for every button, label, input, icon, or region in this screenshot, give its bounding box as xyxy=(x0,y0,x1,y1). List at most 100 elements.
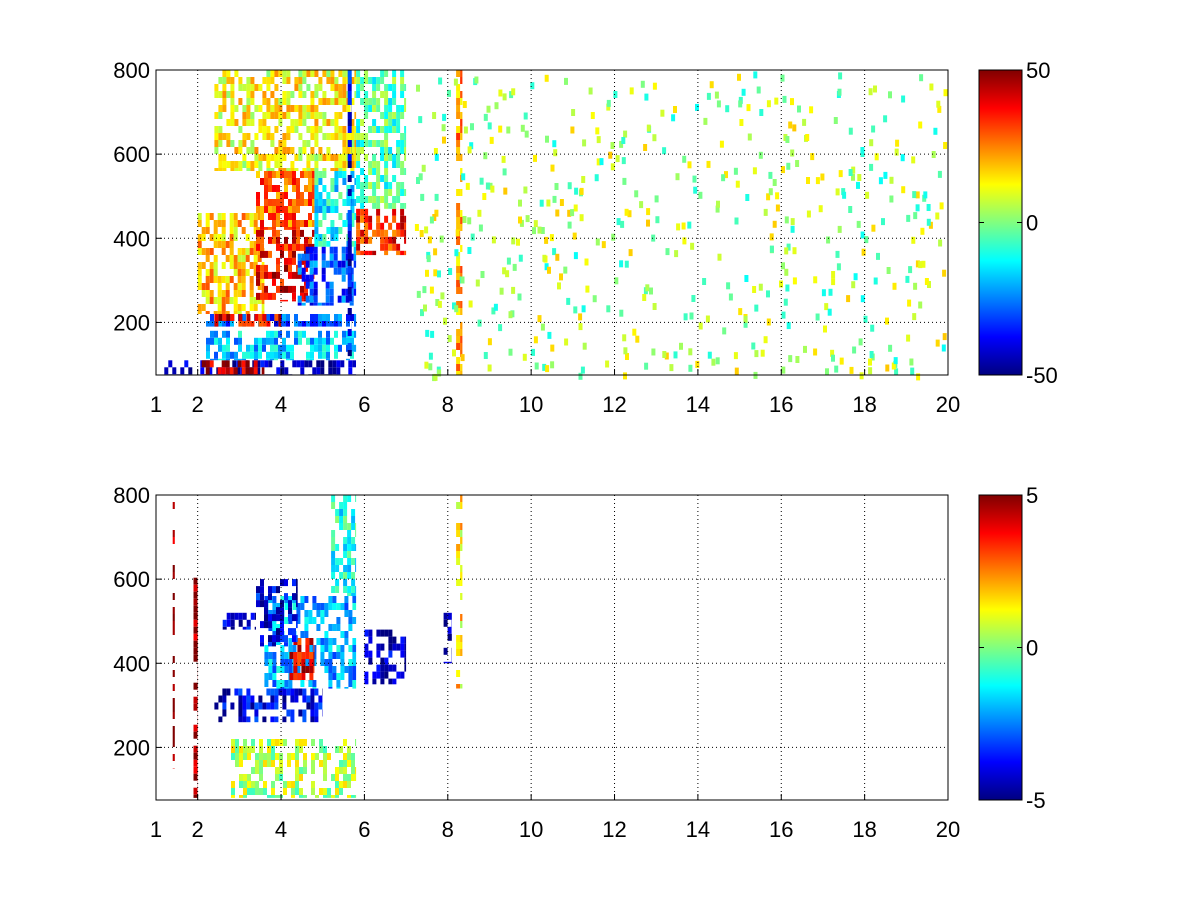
heatmap-cell xyxy=(310,168,315,171)
heatmap-cell xyxy=(238,619,243,627)
heatmap-cell xyxy=(255,767,259,774)
heatmap-cell xyxy=(454,249,459,257)
heatmap-cell xyxy=(254,161,259,168)
heatmap-cell xyxy=(201,290,206,297)
heatmap-cell xyxy=(673,351,678,359)
heatmap-cell xyxy=(298,119,303,126)
heatmap-cell xyxy=(360,229,365,237)
heatmap-cell xyxy=(883,171,888,179)
heatmap-cell xyxy=(351,558,356,565)
heatmap-cell xyxy=(330,154,335,161)
heatmap-cell xyxy=(226,688,231,696)
heatmap-cell xyxy=(288,199,292,206)
heatmap-cell xyxy=(290,126,295,133)
heatmap-cell xyxy=(349,302,354,306)
heatmap-cell xyxy=(456,684,461,689)
heatmap-cell xyxy=(380,112,385,119)
heatmap-cell xyxy=(674,250,679,258)
heatmap-cell xyxy=(264,250,268,258)
heatmap-cell xyxy=(309,673,314,680)
heatmap-cell xyxy=(284,680,289,687)
heatmap-cell xyxy=(234,358,238,361)
heatmap-cell xyxy=(860,295,865,303)
heatmap-cell xyxy=(304,617,309,624)
heatmap-cell xyxy=(258,119,263,126)
heatmap-cell xyxy=(246,112,251,119)
heatmap-cell xyxy=(230,619,235,627)
heatmap-cell xyxy=(267,795,271,798)
heatmap-cell xyxy=(384,243,389,251)
heatmap-cell xyxy=(274,70,279,77)
heatmap-cell xyxy=(230,119,235,126)
heatmap-cell xyxy=(314,702,319,710)
heatmap-cell xyxy=(851,173,855,181)
colorbar-tick-label: 50 xyxy=(1026,58,1050,83)
heatmap-cell xyxy=(297,659,302,666)
heatmap-cell xyxy=(284,299,288,302)
heatmap-cell xyxy=(392,643,397,651)
heatmap-cell xyxy=(797,105,801,113)
heatmap-cell xyxy=(467,146,472,154)
heatmap-cell xyxy=(266,105,271,112)
heatmap-cell xyxy=(329,302,334,306)
heatmap-cell xyxy=(936,100,941,108)
heatmap-cell xyxy=(306,337,310,345)
heatmap-cell xyxy=(300,243,304,251)
heatmap-cell xyxy=(274,98,279,105)
heatmap-cell xyxy=(368,629,373,637)
heatmap-cell xyxy=(237,248,242,255)
heatmap-cell xyxy=(302,119,307,126)
heatmap-cell xyxy=(456,670,461,677)
heatmap-cell xyxy=(310,126,315,133)
heatmap-cell xyxy=(290,695,295,703)
heatmap-cell xyxy=(355,593,357,596)
heatmap-cell xyxy=(339,509,344,516)
heatmap-cell xyxy=(376,196,381,203)
heatmap-cell xyxy=(296,236,300,244)
heatmap-cell xyxy=(448,268,453,275)
heatmap-cell xyxy=(456,343,461,350)
heatmap-cell xyxy=(254,344,258,352)
heatmap-cell xyxy=(838,170,843,178)
heatmap-cell xyxy=(460,336,463,343)
heatmap-cell xyxy=(384,112,389,119)
heatmap-cell xyxy=(733,352,738,360)
heatmap-cell xyxy=(338,192,343,199)
heatmap-cell xyxy=(288,659,293,666)
heatmap-cell xyxy=(743,315,748,323)
heatmap-cell xyxy=(278,330,282,338)
heatmap-cell xyxy=(372,154,377,161)
heatmap-cell xyxy=(530,82,535,90)
heatmap-cell xyxy=(605,360,610,368)
heatmap-cell xyxy=(250,344,254,352)
heatmap-cell xyxy=(213,269,218,276)
heatmap-cell xyxy=(282,147,287,154)
heatmap-cell xyxy=(258,126,263,133)
heatmap-cell xyxy=(772,220,777,228)
heatmap-cell xyxy=(355,565,357,572)
heatmap-cell xyxy=(942,269,947,277)
heatmap-cell xyxy=(229,276,234,283)
heatmap-cell xyxy=(256,171,260,178)
heatmap-cell xyxy=(268,185,272,192)
heatmap-cell xyxy=(309,652,314,659)
heatmap-cell xyxy=(348,666,353,673)
colorbar-tick-label: 0 xyxy=(1026,211,1038,236)
heatmap-cell xyxy=(790,225,795,233)
heatmap-cell xyxy=(380,671,385,679)
heatmap-cell xyxy=(246,351,250,359)
heatmap-cell xyxy=(336,673,341,680)
heatmap-cell xyxy=(356,70,361,77)
heatmap-cell xyxy=(309,260,314,268)
heatmap-cell xyxy=(706,92,711,100)
heatmap-cell xyxy=(332,624,337,631)
heatmap-cell xyxy=(322,351,326,359)
heatmap-cell xyxy=(400,203,405,209)
heatmap-cell xyxy=(312,367,317,375)
heatmap-cell xyxy=(237,360,242,368)
heatmap-cell xyxy=(460,168,463,175)
heatmap-cell xyxy=(266,337,270,345)
heatmap-cell xyxy=(304,236,308,244)
x-tick-label: 14 xyxy=(686,392,710,417)
